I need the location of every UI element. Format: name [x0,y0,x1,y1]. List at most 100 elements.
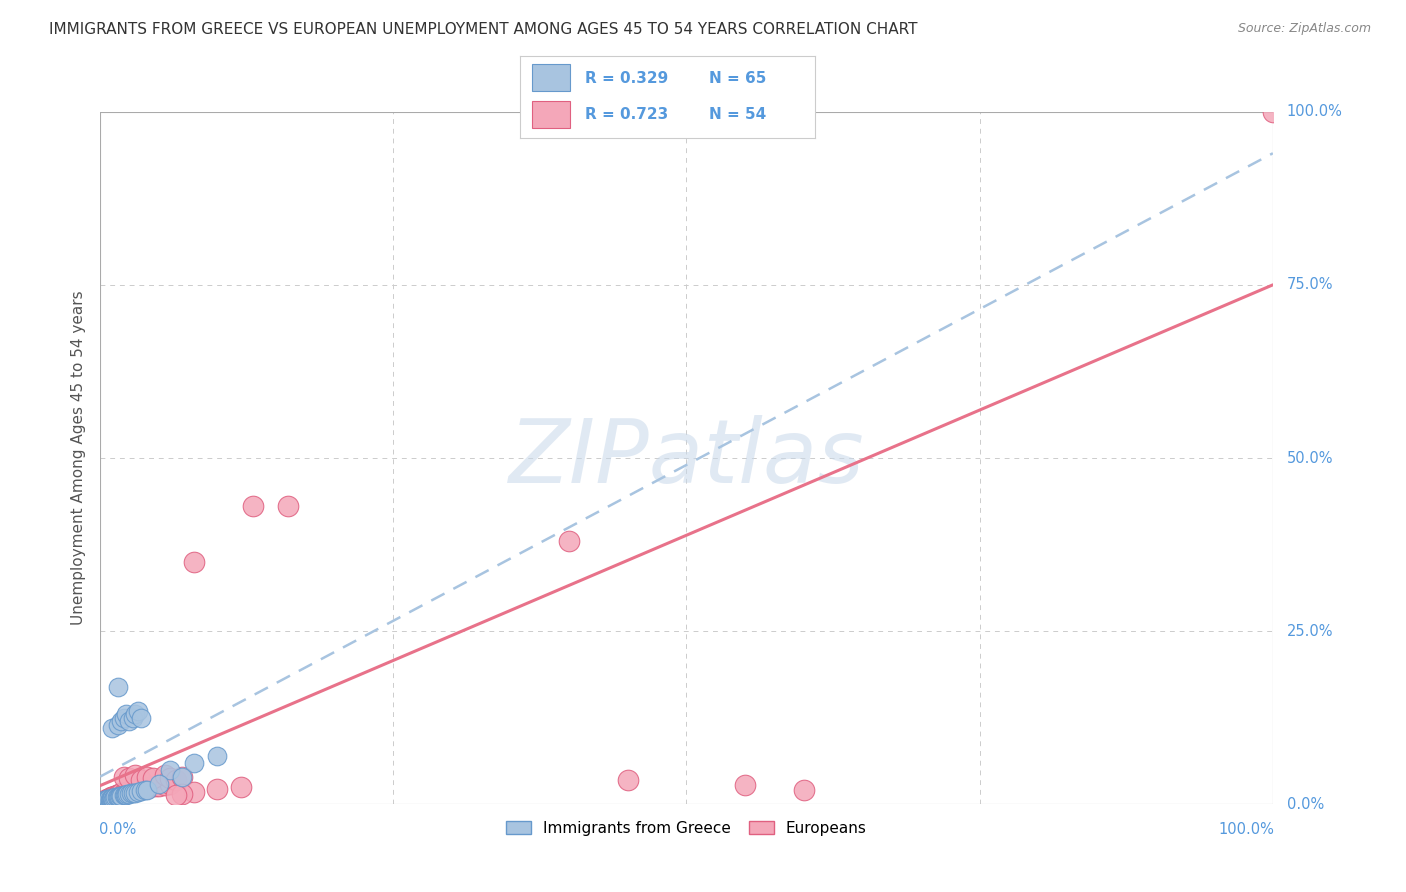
Point [159,763,181,777]
Point [100,793,122,807]
Point [98,791,121,805]
Point [91,794,114,808]
Point [1261,104,1284,119]
Point [97,791,120,805]
Point [127,785,149,799]
Point [138,780,160,794]
Point [96,792,118,806]
Point [118,771,141,785]
Point [101,791,124,805]
Point [108,789,131,803]
Point [112,770,135,784]
Point [107,788,129,802]
Point [115,787,138,801]
Point [96,795,118,809]
Point [96,792,118,806]
Point [793,783,815,797]
Point [114,789,136,803]
Point [94,793,117,807]
Point [101,721,124,735]
Point [89,796,111,810]
Point [107,789,129,804]
Point [91,795,114,809]
Point [94,795,117,809]
Point [183,785,205,799]
Point [93,795,115,809]
Point [101,791,124,805]
Point [93,795,115,809]
Point [112,789,135,803]
Point [107,717,129,731]
Point [136,782,159,797]
Point [94,793,117,807]
Point [124,782,146,797]
Point [142,780,165,794]
Text: 0.0%: 0.0% [98,822,136,837]
Point [124,785,146,799]
Point [183,555,205,569]
Point [105,789,128,803]
Point [207,748,229,763]
Point [148,776,170,790]
Point [617,773,640,788]
Point [124,768,146,782]
Point [110,714,132,729]
Point [91,795,114,809]
Text: R = 0.329: R = 0.329 [585,70,668,86]
Point [172,787,194,801]
Point [96,794,118,808]
Point [110,786,132,800]
Point [242,500,264,514]
Text: 75.0%: 75.0% [1286,277,1333,293]
Text: Source: ZipAtlas.com: Source: ZipAtlas.com [1237,22,1371,36]
Point [112,711,135,725]
FancyBboxPatch shape [531,64,571,92]
Point [159,777,181,791]
Point [103,791,125,805]
Point [229,780,252,794]
Point [118,787,141,801]
Point [129,781,152,796]
Point [172,770,194,784]
Point [136,780,159,795]
Point [91,797,114,811]
Point [118,714,141,729]
Legend: Immigrants from Greece, Europeans: Immigrants from Greece, Europeans [501,814,873,842]
Point [165,789,187,803]
Point [110,789,132,803]
Point [101,792,124,806]
Point [148,779,170,793]
Point [277,500,299,514]
FancyBboxPatch shape [531,101,571,128]
Point [115,788,138,802]
Point [98,794,121,808]
Point [207,782,229,797]
Text: 100.0%: 100.0% [1218,822,1274,837]
Point [94,794,117,808]
Point [159,771,181,785]
Text: R = 0.723: R = 0.723 [585,107,668,122]
Point [153,778,176,792]
Text: 25.0%: 25.0% [1286,624,1333,639]
Point [98,792,121,806]
Text: 50.0%: 50.0% [1286,450,1333,466]
Text: N = 54: N = 54 [709,107,766,122]
Text: 0.0%: 0.0% [1286,797,1324,812]
Point [93,796,115,810]
Point [122,783,145,797]
Point [129,711,152,725]
Text: 100.0%: 100.0% [1286,104,1343,120]
Text: N = 65: N = 65 [709,70,766,86]
Point [90,796,112,810]
Point [129,773,152,788]
Point [97,795,120,809]
Point [94,794,117,808]
Point [107,680,129,694]
Point [142,771,165,785]
Point [122,785,145,799]
Point [734,778,756,792]
Point [100,790,122,805]
Point [558,534,581,549]
Point [108,787,131,801]
Point [90,795,112,809]
